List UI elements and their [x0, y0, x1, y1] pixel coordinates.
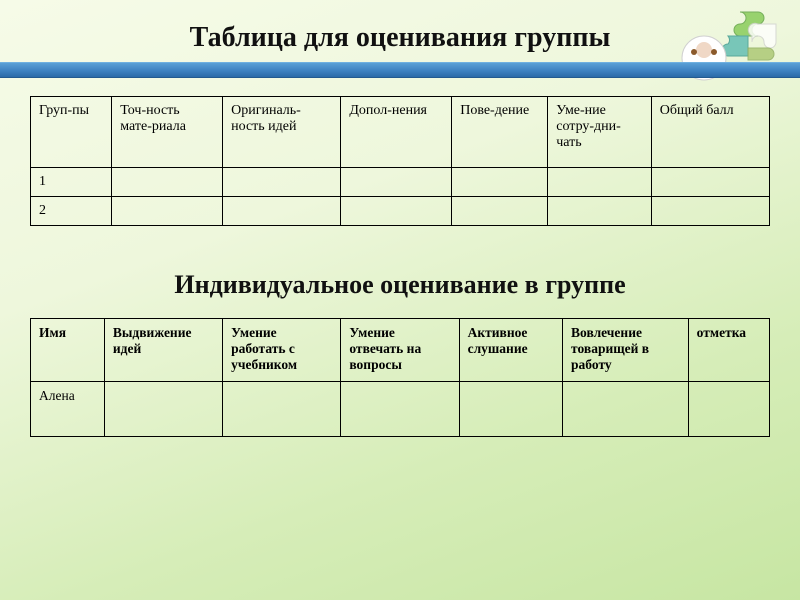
table-cell [223, 168, 341, 197]
table-cell [548, 168, 651, 197]
column-header: Умение работать с учебником [223, 319, 341, 382]
table-cell [651, 168, 769, 197]
slide-page: Таблица для оценивания группы Груп-пыТоч… [0, 0, 800, 600]
column-header: Общий балл [651, 97, 769, 168]
column-header: Активное слушание [459, 319, 562, 382]
column-header: Умение отвечать на вопросы [341, 319, 459, 382]
spacer [0, 226, 800, 270]
column-header: Точ-ность мате-риала [112, 97, 223, 168]
table-row: 1 [31, 168, 770, 197]
table-header-row: ИмяВыдвижение идейУмение работать с учеб… [31, 319, 770, 382]
column-header: Пове-дение [452, 97, 548, 168]
table-cell [651, 197, 769, 226]
column-header: Груп-пы [31, 97, 112, 168]
column-header: Оригиналь-ность идей [223, 97, 341, 168]
table-row: 2 [31, 197, 770, 226]
individual-evaluation-table: ИмяВыдвижение идейУмение работать с учеб… [30, 318, 770, 437]
table-cell [452, 197, 548, 226]
table-cell [104, 382, 222, 437]
table-cell [112, 197, 223, 226]
title-block: Таблица для оценивания группы [0, 0, 800, 78]
individual-table-wrapper: ИмяВыдвижение идейУмение работать с учеб… [0, 300, 800, 437]
column-header: отметка [688, 319, 769, 382]
title-underline-bar [0, 62, 800, 78]
table-cell [459, 382, 562, 437]
table-cell [341, 382, 459, 437]
table-cell [688, 382, 769, 437]
group-evaluation-table: Груп-пыТоч-ность мате-риалаОригиналь-нос… [30, 96, 770, 226]
table-cell [112, 168, 223, 197]
column-header: Допол-нения [341, 97, 452, 168]
group-table-wrapper: Груп-пыТоч-ность мате-риалаОригиналь-нос… [0, 78, 800, 226]
column-header: Вовлечение товарищей в работу [563, 319, 689, 382]
table-cell [223, 197, 341, 226]
sub-title: Индивидуальное оценивание в группе [0, 270, 800, 300]
table-cell [452, 168, 548, 197]
row-name: Алена [31, 382, 105, 437]
row-label: 1 [31, 168, 112, 197]
row-label: 2 [31, 197, 112, 226]
column-header: Уме-ние сотру-дни-чать [548, 97, 651, 168]
table-cell [341, 197, 452, 226]
table-cell [341, 168, 452, 197]
column-header: Выдвижение идей [104, 319, 222, 382]
table-header-row: Груп-пыТоч-ность мате-риалаОригиналь-нос… [31, 97, 770, 168]
table-cell [548, 197, 651, 226]
main-title: Таблица для оценивания группы [0, 22, 800, 54]
table-row: Алена [31, 382, 770, 437]
column-header: Имя [31, 319, 105, 382]
table-cell [223, 382, 341, 437]
table-cell [563, 382, 689, 437]
